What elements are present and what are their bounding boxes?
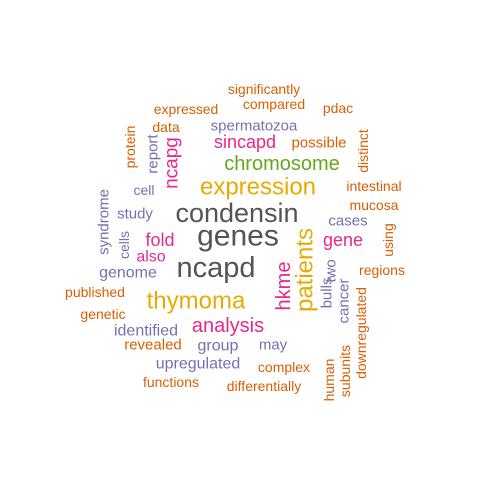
word-intestinal: intestinal xyxy=(346,178,401,194)
word-published: published xyxy=(65,284,125,300)
word-report: report xyxy=(145,134,162,174)
word-using: using xyxy=(380,223,396,256)
word-ncapd: ncapd xyxy=(176,252,255,284)
word-two: two xyxy=(323,259,340,282)
word-possible: possible xyxy=(291,135,346,152)
word-hkme: hkme xyxy=(273,262,295,311)
word-gene: gene xyxy=(323,230,363,250)
word-patients: patients xyxy=(292,228,319,312)
word-thymoma: thymoma xyxy=(147,288,246,315)
word-revealed: revealed xyxy=(124,337,182,354)
word-protein: protein xyxy=(122,126,138,169)
word-sincapd: sincapd xyxy=(214,132,276,152)
word-complex: complex xyxy=(258,359,310,375)
word-spermatozoa: spermatozoa xyxy=(211,118,298,135)
word-compared: compared xyxy=(243,96,305,112)
word-analysis: analysis xyxy=(192,315,264,337)
word-group: group xyxy=(198,338,239,355)
word-differentially: differentially xyxy=(227,378,301,394)
word-subunits: subunits xyxy=(337,345,353,397)
word-distinct: distinct xyxy=(355,129,371,173)
word-human: human xyxy=(321,359,337,402)
word-study: study xyxy=(117,206,153,223)
word-upregulated: upregulated xyxy=(156,356,241,373)
word-genome: genome xyxy=(99,265,157,282)
word-downregulated: downregulated xyxy=(353,287,369,379)
word-cells: cells xyxy=(116,231,132,259)
word-cancer: cancer xyxy=(336,278,353,323)
word-also: also xyxy=(136,249,165,266)
word-bulls: bulls xyxy=(319,278,336,309)
word-cell: cell xyxy=(133,182,154,198)
word-fold: fold xyxy=(145,230,174,250)
word-genetic: genetic xyxy=(80,306,125,322)
word-chromosome: chromosome xyxy=(224,153,340,175)
word-functions: functions xyxy=(143,374,199,390)
word-genes: genes xyxy=(197,220,279,253)
word-expression: expression xyxy=(200,174,316,201)
word-ncapg: ncapg xyxy=(162,137,183,189)
word-identified: identified xyxy=(114,323,178,340)
word-condensin: condensin xyxy=(175,198,298,228)
word-expressed: expressed xyxy=(154,101,219,117)
word-significantly: significantly xyxy=(228,81,300,97)
word-regions: regions xyxy=(359,262,405,278)
word-cases: cases xyxy=(328,213,367,230)
word-data: data xyxy=(152,119,179,135)
word-pdac: pdac xyxy=(323,100,353,116)
word-may: may xyxy=(259,337,288,354)
word-mucosa: mucosa xyxy=(349,197,398,213)
word-syndrome: syndrome xyxy=(96,189,113,255)
